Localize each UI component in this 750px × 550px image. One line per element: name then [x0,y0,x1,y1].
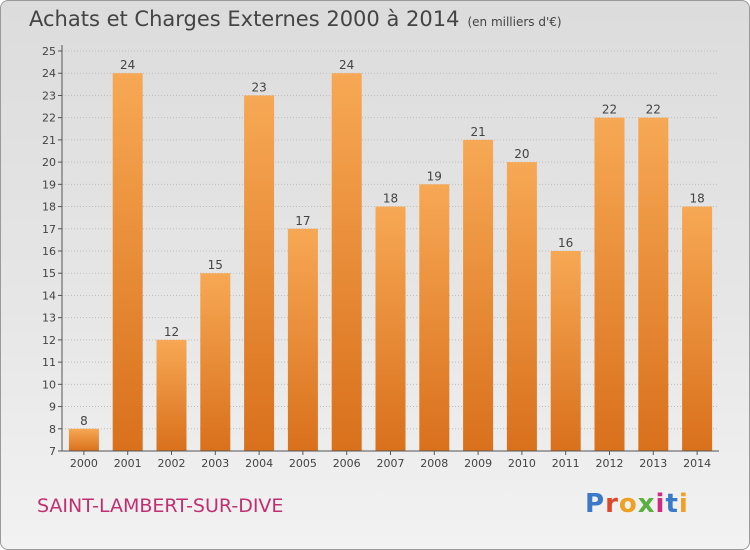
logo-letter: r [605,489,619,519]
proxiti-logo: Proxiti [585,489,689,519]
bar-2005 [287,228,318,451]
x-tick-label: 2000 [70,457,98,470]
data-label: 18 [689,192,704,206]
x-tick-label: 2012 [596,457,624,470]
data-label: 23 [251,80,266,94]
bar-2003 [200,273,231,451]
data-label: 18 [383,192,398,206]
y-tick-label: 18 [42,201,56,214]
x-tick-label: 2008 [420,457,448,470]
bar-2013 [638,117,669,452]
y-tick-label: 7 [49,445,56,458]
y-tick-label: 22 [42,112,56,125]
data-label: 19 [427,169,442,183]
x-tick-label: 2009 [464,457,492,470]
data-label: 21 [470,125,485,139]
bar-2007 [375,206,406,451]
logo-letter: x [637,489,656,519]
logo-letter: P [585,489,606,519]
data-label: 15 [208,258,223,272]
chart-unit: (en milliers d'€) [467,15,562,29]
y-tick-label: 23 [42,89,56,102]
y-tick-label: 8 [49,423,56,436]
chart-title: Achats et Charges Externes 2000 à 2014 [29,7,460,31]
data-label: 20 [514,147,529,161]
data-label: 8 [80,414,88,428]
bar-2006 [331,73,362,451]
x-tick-label: 2010 [508,457,536,470]
data-label: 17 [295,214,310,228]
data-label: 22 [602,103,617,117]
y-tick-label: 13 [42,312,56,325]
bar-2014 [682,206,713,451]
y-tick-label: 15 [42,267,56,280]
bar-2010 [506,162,537,451]
x-tick-label: 2003 [201,457,229,470]
logo-letter: o [618,489,638,519]
bar-2012 [594,117,625,452]
y-tick-label: 14 [42,289,56,302]
bar-2000 [68,428,99,451]
y-tick-label: 20 [42,156,56,169]
x-tick-label: 2005 [289,457,317,470]
y-tick-label: 16 [42,245,56,258]
logo-letter: i [655,489,666,519]
y-tick-label: 24 [42,67,56,80]
bar-2008 [419,184,450,452]
logo-letter: t [665,489,679,519]
y-tick-label: 25 [42,45,56,58]
data-label: 24 [339,58,354,72]
bar-2001 [112,73,143,451]
bar-2004 [244,95,275,451]
data-label: 24 [120,58,135,72]
bar-2002 [156,339,187,451]
y-tick-label: 12 [42,334,56,347]
labels: 7 8 9 10 11 12 13 14 15 16 17 18 19 20 21 22 23 24 25 8 2000… [42,45,711,470]
x-tick-label: 2001 [114,457,142,470]
chart-title-block: Achats et Charges Externes 2000 à 2014 (e… [29,7,562,31]
axes [58,45,719,455]
x-tick-label: 2007 [377,457,405,470]
logo-letter: i [678,489,689,519]
commune-name: SAINT-LAMBERT-SUR-DIVE [37,495,284,517]
bar-2011 [550,251,581,451]
data-label: 16 [558,236,573,250]
x-tick-label: 2006 [333,457,361,470]
x-tick-label: 2004 [245,457,273,470]
y-tick-label: 10 [42,378,56,391]
bar-2009 [463,139,494,451]
x-tick-label: 2013 [639,457,667,470]
bars [68,73,713,452]
data-label: 22 [646,103,661,117]
y-tick-label: 19 [42,178,56,191]
y-tick-label: 11 [42,356,56,369]
data-label: 12 [164,325,179,339]
x-tick-label: 2014 [683,457,711,470]
y-tick-label: 17 [42,223,56,236]
x-tick-label: 2002 [158,457,186,470]
y-tick-label: 21 [42,134,56,147]
y-tick-label: 9 [49,401,56,414]
x-tick-label: 2011 [552,457,580,470]
